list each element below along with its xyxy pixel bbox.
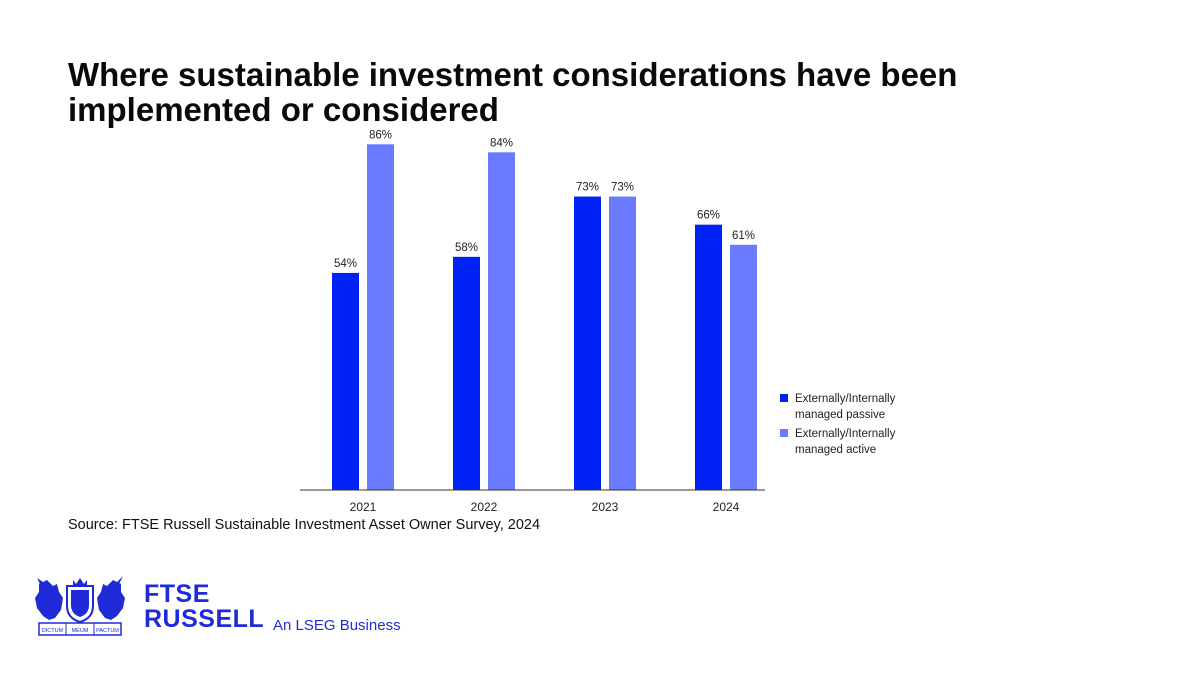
bar-passive-2023 bbox=[574, 196, 601, 491]
legend-swatch-passive bbox=[780, 394, 788, 402]
data-label-active-2022: 84% bbox=[490, 137, 513, 149]
bar-active-2024 bbox=[730, 244, 757, 490]
bar-passive-2024 bbox=[695, 224, 722, 490]
legend-label-active: Externally/Internally managed active bbox=[795, 428, 896, 456]
data-label-passive-2023: 73% bbox=[576, 182, 599, 194]
x-tick-2021: 2021 bbox=[350, 500, 377, 514]
legend-label-passive: Externally/Internally managed passive bbox=[795, 393, 896, 421]
data-label-active-2021: 86% bbox=[369, 129, 392, 141]
bar-passive-2021 bbox=[332, 272, 359, 490]
data-label-passive-2024: 66% bbox=[697, 210, 720, 222]
legend-swatch-active bbox=[780, 429, 788, 437]
crest-motto-1: DICTUM bbox=[42, 628, 64, 634]
x-tick-2023: 2023 bbox=[592, 500, 619, 514]
crest-motto-2: MEUM bbox=[72, 628, 89, 634]
bar-passive-2022 bbox=[453, 256, 480, 490]
logo-ftse: FTSE bbox=[144, 580, 210, 608]
data-label-passive-2022: 58% bbox=[455, 242, 478, 254]
source-note: Source: FTSE Russell Sustainable Investm… bbox=[68, 517, 541, 533]
data-label-passive-2021: 54% bbox=[334, 258, 357, 270]
page-title: Where sustainable investment considerati… bbox=[68, 56, 958, 128]
logo-russell: RUSSELL bbox=[144, 605, 265, 633]
data-label-active-2024: 61% bbox=[732, 230, 755, 242]
x-tick-2022: 2022 bbox=[471, 500, 498, 514]
crest-motto-3: PACTUM bbox=[96, 628, 119, 634]
logo-tagline: An LSEG Business bbox=[273, 617, 401, 634]
x-tick-2024: 2024 bbox=[713, 500, 740, 514]
bar-active-2023 bbox=[609, 196, 636, 491]
bar-active-2022 bbox=[488, 152, 515, 490]
data-label-active-2023: 73% bbox=[611, 182, 634, 194]
bar-active-2021 bbox=[367, 144, 394, 490]
bar-chart: 54% 86% 58% 84% 73% 73% 66% 61% 2021 2022 2023 202… bbox=[300, 129, 896, 514]
lion-unicorn-crest-icon: DICTUM MEUM PACTUM bbox=[35, 576, 125, 636]
